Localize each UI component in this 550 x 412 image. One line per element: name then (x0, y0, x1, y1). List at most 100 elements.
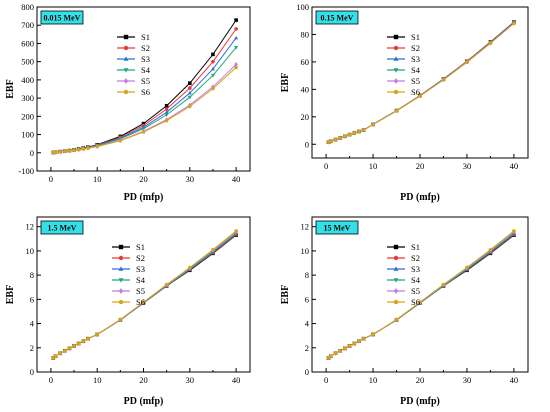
chart-3-y-tick-label: 10 (301, 246, 310, 256)
chart-0-y-tick-label: 500 (21, 57, 34, 67)
chart-3-series-s6-point (488, 247, 493, 252)
chart-0-legend-label-s5: S5 (141, 76, 150, 86)
chart-1-series-s6-point (328, 139, 333, 143)
chart-0-x-tick-label: 0 (49, 174, 53, 184)
chart-3-series-s6-point (441, 282, 446, 287)
chart-2-legend-marker-s2 (118, 255, 124, 261)
chart-1-legend-marker-s4 (393, 68, 399, 73)
chart-3-x-tick-label: 0 (324, 375, 328, 385)
chart-2-series-s6-point (58, 351, 63, 355)
chart-2-series-s6-point (164, 282, 169, 287)
chart-2-y-axis-title: EBF (5, 285, 16, 304)
chart-3-legend-label-s5: S5 (411, 286, 420, 296)
chart-1-series-s4-line (328, 22, 515, 143)
chart-2-legend-label-s1: S1 (136, 242, 145, 252)
chart-1-series-s1-line (328, 21, 515, 143)
chart-1-x-tick-label: 40 (510, 161, 519, 171)
chart-1-series-s5-line (328, 22, 515, 143)
chart-1-series-s6-point (464, 60, 469, 64)
chart-0-series-s3-point (234, 35, 239, 40)
chart-panel-015-mev: 0 10 20 30 40 0 20 40 60 80 100 PD (mfp) EBF 0.15 MeV… (280, 2, 529, 203)
chart-0-legend-marker-s3 (123, 56, 129, 61)
chart-0-y-tick-label: 0 (30, 148, 34, 158)
chart-0-series-s6-line (53, 67, 237, 153)
chart-0-series-s3-point (164, 110, 169, 114)
chart-2-series-s6-point (76, 341, 81, 346)
chart-1-y-tick-label: 60 (301, 57, 310, 67)
chart-0-x-tick-label: 10 (93, 174, 102, 184)
chart-2-y-tick-label: 8 (30, 270, 34, 280)
chart-0-legend-marker-s2 (123, 45, 129, 51)
chart-3-series-s6-point (356, 339, 361, 343)
chart-3-legend-marker-s1 (393, 244, 399, 250)
chart-0-series-s6-point (85, 146, 90, 150)
chart-1-legend-marker-s5 (393, 78, 399, 84)
chart-0-y-tick-label: 100 (21, 130, 34, 140)
chart-0-series-s4-point (164, 113, 169, 118)
chart-0-series-s1-point (141, 121, 146, 126)
chart-2-legend-label-s4: S4 (136, 275, 146, 285)
chart-0-energy-label-box (40, 10, 84, 25)
chart-0-series-s1-point (188, 81, 192, 85)
chart-2-series-s6-point (85, 336, 90, 341)
chart-0-series-s4-point (234, 46, 239, 50)
chart-3-y-tick-label: 2 (305, 343, 309, 353)
chart-1-series-s6-line (328, 23, 515, 143)
chart-0-x-tick-label: 20 (139, 174, 148, 184)
chart-0-series-s4-point (210, 73, 215, 78)
chart-1-energy-label: 0.15 MeV (321, 14, 354, 23)
chart-1-x-tick-label: 0 (324, 161, 328, 171)
chart-2-series-s6-point (187, 265, 192, 270)
chart-0-legend-label-s1: S1 (141, 32, 150, 42)
chart-0-series-s1-point (234, 18, 238, 22)
chart-2-x-tick-label: 10 (93, 375, 102, 385)
chart-3-x-tick-label: 20 (416, 375, 425, 385)
chart-panel-15-mev: 0 10 20 30 40 0 2 4 6 8 10 12 PD (mfp) EBF 1.5 MeV S1S2… (5, 216, 251, 407)
chart-0-legend-label-s3: S3 (141, 54, 150, 64)
chart-0-series-s1-point (211, 52, 215, 57)
chart-0-series-s5-point (234, 62, 238, 67)
chart-0-series-s1-point (164, 103, 169, 108)
chart-2-y-tick-label: 4 (30, 319, 35, 329)
chart-1-legend-marker-s3 (393, 56, 399, 61)
chart-1-series-s6-point (418, 94, 422, 98)
chart-1-series-s6-point (347, 132, 352, 137)
chart-0-legend-marker-s5 (123, 78, 129, 84)
chart-1-y-axis-title: EBF (280, 73, 291, 92)
chart-0-y-tick-label: 400 (21, 75, 34, 85)
chart-1-y-tick-label: 100 (296, 2, 309, 12)
chart-0-series-s6-point (62, 149, 67, 154)
chart-0-series-s2-point (164, 107, 169, 111)
chart-1-legend-marker-s2 (393, 45, 399, 51)
chart-2-y-tick-label: 0 (30, 367, 34, 377)
chart-0-y-axis-title: EBF (5, 79, 16, 98)
chart-1-series-s6-point (338, 135, 343, 140)
chart-1-x-axis-title: PD (mfp) (400, 192, 440, 203)
chart-3-legend-marker-s3 (393, 266, 399, 271)
chart-2-series-s6-point (95, 332, 100, 337)
chart-2-y-tick-label: 2 (30, 343, 34, 353)
chart-2-x-axis-title: PD (mfp) (124, 396, 164, 407)
chart-2-series-s6-point (62, 348, 67, 353)
chart-3-y-tick-label: 6 (305, 294, 309, 304)
chart-2-legend-label-s2: S2 (136, 253, 145, 263)
chart-2-x-tick-label: 30 (186, 375, 195, 385)
chart-1-legend-marker-s1 (393, 34, 399, 40)
chart-2-legend-marker-s3 (118, 266, 124, 271)
chart-3-series-s6-point (347, 343, 352, 348)
chart-1-y-tick-label: 0 (305, 139, 309, 149)
chart-1-series-s6-point (441, 77, 446, 82)
chart-3-x-tick-label: 10 (369, 375, 378, 385)
chart-1-series-s6-point (342, 134, 347, 138)
chart-2-energy-label-box (40, 220, 84, 235)
chart-0-series-s6-point (164, 118, 169, 123)
chart-2-legend-label-s6: S6 (136, 297, 145, 307)
chart-3-energy-label: 15 MeV (324, 224, 351, 233)
chart-3-y-tick-label: 0 (305, 367, 309, 377)
chart-0-series-s4-point (187, 95, 192, 100)
chart-3-x-tick-label: 40 (510, 375, 519, 385)
chart-0-legend-label-s6: S6 (141, 87, 150, 97)
chart-1-x-tick-label: 20 (416, 161, 425, 171)
chart-3-series-s5-line (328, 231, 515, 359)
